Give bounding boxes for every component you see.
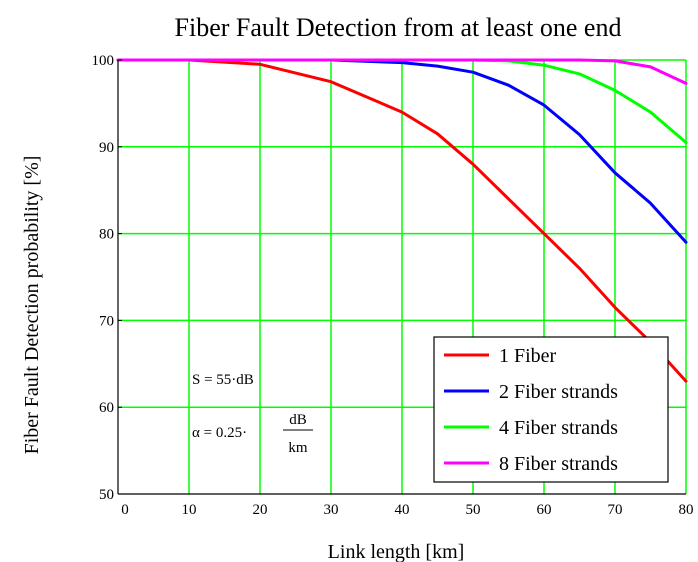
x-tick-label-80: 80: [679, 502, 694, 518]
y-tick-label-100: 100: [92, 53, 115, 69]
annotation-s-label: S = 55·dB: [192, 372, 254, 388]
legend: 1 Fiber 2 Fiber strands 4 Fiber strands 8 F…: [433, 336, 669, 483]
annotation-alpha-numerator: dB: [289, 412, 307, 428]
annotation-alpha: α = 0.25· dB km: [192, 412, 313, 456]
legend-label-4: 8 Fiber strands: [499, 453, 618, 475]
x-tick-label-50: 50: [466, 502, 481, 518]
series-line-1: [116, 58, 688, 383]
x-tick-label-0: 0: [121, 502, 129, 518]
x-tick-label-10: 10: [182, 502, 197, 518]
x-axis-label: Link length [km]: [328, 541, 465, 562]
legend-label-1: 1 Fiber: [499, 345, 557, 367]
y-tick-label-80: 80: [99, 227, 114, 243]
legend-label-3: 4 Fiber strands: [499, 417, 618, 439]
annotation-s: S = 55·dB: [192, 372, 254, 388]
y-tick-label-50: 50: [99, 487, 114, 503]
x-tick-label-30: 30: [324, 502, 339, 518]
x-tick-label-60: 60: [537, 502, 552, 518]
annotation-alpha-prefix: α = 0.25·: [192, 425, 247, 441]
series-group: [116, 58, 688, 383]
series-line-4: [116, 58, 688, 85]
x-tick-label-70: 70: [608, 502, 623, 518]
annotation-alpha-denominator: km: [288, 440, 308, 456]
legend-box: [433, 336, 669, 483]
x-tick-label-20: 20: [253, 502, 268, 518]
x-tick-label-40: 40: [395, 502, 410, 518]
axes: [117, 59, 686, 495]
y-tick-label-90: 90: [99, 140, 114, 156]
tick-labels: 0 10 20 30 40 50 60 70 80 50 60 70 80 90 100: [92, 53, 694, 518]
chart-title: Fiber Fault Detection from at least one …: [175, 13, 622, 42]
y-tick-label-70: 70: [99, 313, 114, 329]
legend-label-2: 2 Fiber strands: [499, 381, 618, 403]
y-tick-label-60: 60: [99, 400, 114, 416]
y-axis-label: Fiber Fault Detection probability [%]: [21, 156, 43, 455]
